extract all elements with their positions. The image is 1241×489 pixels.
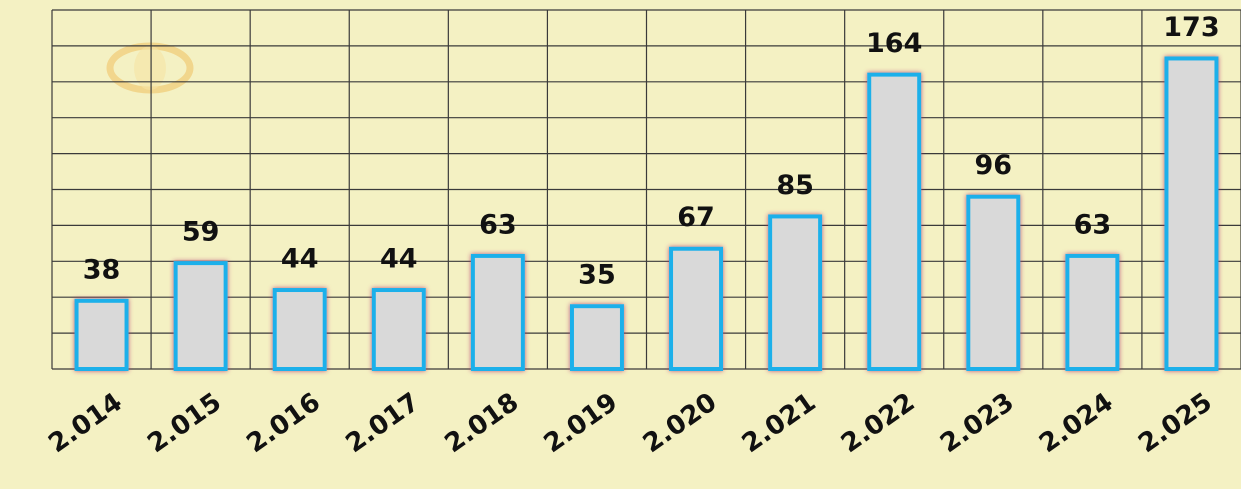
bar — [966, 194, 1021, 371]
bar — [867, 72, 922, 372]
value-label: 63 — [479, 209, 517, 240]
value-label: 85 — [776, 170, 814, 201]
x-tick-label: 2.017 — [341, 387, 426, 459]
bar — [669, 246, 724, 371]
logo — [106, 42, 194, 94]
x-tick-label: 2.019 — [539, 387, 624, 459]
value-label: 173 — [1163, 12, 1219, 43]
bar — [371, 288, 426, 371]
value-label: 44 — [380, 244, 418, 275]
x-tick-label: 2.022 — [836, 387, 921, 459]
bar — [1065, 253, 1120, 371]
bar — [272, 288, 327, 371]
value-label: 63 — [1074, 209, 1112, 240]
value-label: 38 — [83, 254, 121, 285]
value-label: 164 — [866, 28, 922, 59]
value-label: 59 — [182, 217, 220, 248]
x-tick-label: 2.018 — [440, 387, 525, 459]
value-label: 44 — [281, 244, 319, 275]
bar — [173, 261, 228, 371]
x-tick-label: 2.016 — [241, 387, 326, 459]
x-tick-label: 2.021 — [737, 387, 822, 459]
value-label: 35 — [578, 260, 616, 291]
bar — [768, 214, 823, 371]
value-label: 67 — [677, 202, 715, 233]
x-tick-label: 2.023 — [935, 387, 1020, 459]
x-tick-label: 2.025 — [1133, 387, 1218, 459]
x-tick-label: 2.014 — [43, 387, 128, 459]
bar — [74, 298, 129, 372]
value-label: 96 — [975, 150, 1013, 181]
bar — [569, 304, 624, 371]
x-tick-label: 2.020 — [638, 387, 723, 459]
x-tick-label: 2.024 — [1034, 387, 1119, 459]
bar — [470, 253, 525, 371]
bar — [1164, 56, 1219, 372]
x-tick-label: 2.015 — [142, 387, 227, 459]
